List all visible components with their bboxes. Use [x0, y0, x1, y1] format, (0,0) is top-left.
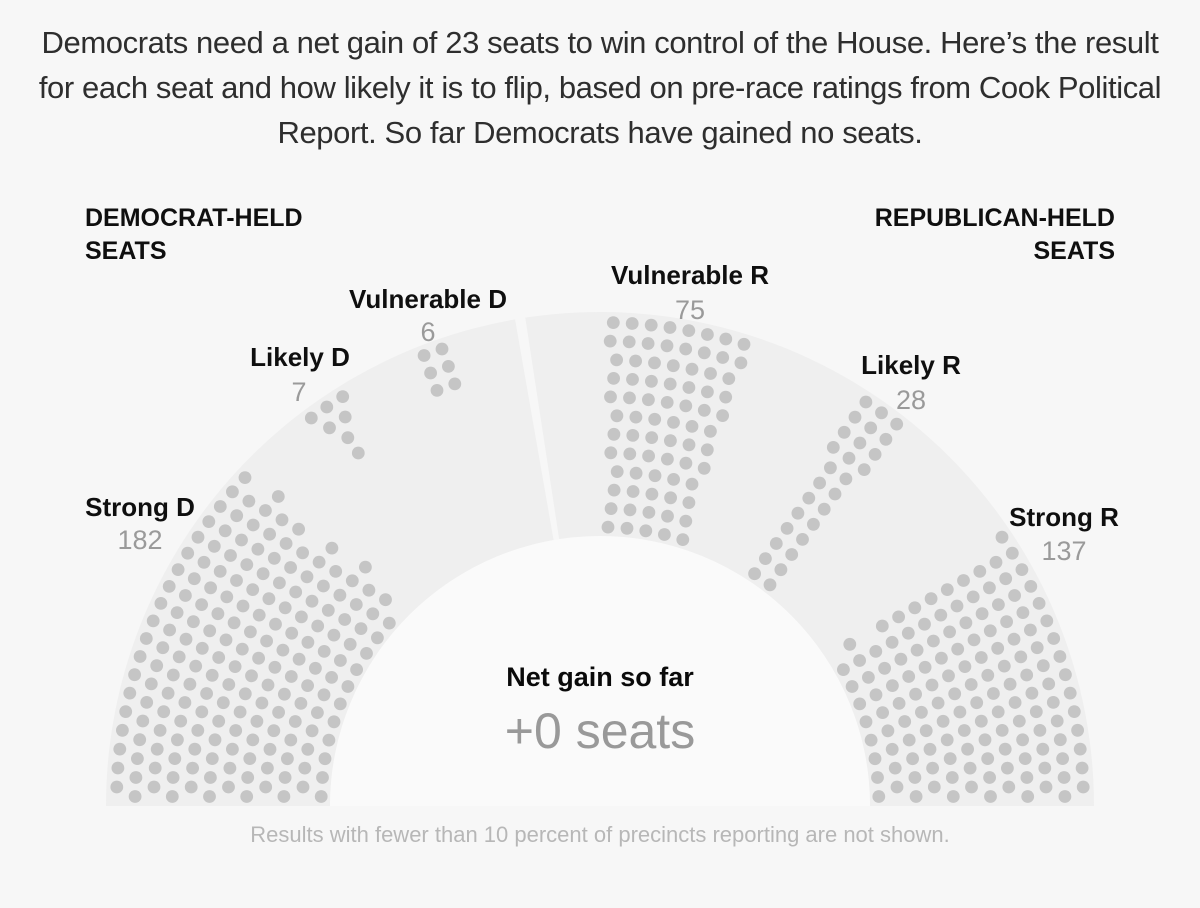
right-header: REPUBLICAN-HELD SEATS — [874, 204, 1115, 265]
net-gain-value: +0 seats — [504, 703, 696, 759]
category-label-vulnerable-r: Vulnerable R — [611, 260, 769, 290]
wedge-likely-d — [304, 390, 365, 460]
category-count-vulnerable-r: 75 — [674, 295, 706, 325]
page-title: Democrats need a net gain of 23 seats to… — [38, 25, 1162, 150]
category-label-strong-d: Strong D — [85, 492, 195, 522]
footnote: Results with fewer than 10 percent of pr… — [250, 822, 950, 847]
wedge-vulnerable-r — [601, 316, 751, 546]
category-count-vulnerable-d: 6 — [420, 317, 436, 347]
category-count-strong-d: 182 — [117, 525, 163, 555]
inner-dome — [330, 536, 870, 806]
category-label-likely-d: Likely D — [250, 342, 350, 372]
category-label-likely-r: Likely R — [861, 350, 961, 380]
category-count-likely-r: 28 — [895, 385, 927, 415]
left-header: DEMOCRAT-HELD SEATS — [85, 204, 303, 265]
category-count-likely-d: 7 — [291, 377, 307, 407]
category-label-strong-r: Strong R — [1009, 502, 1119, 532]
category-label-vulnerable-d: Vulnerable D — [349, 284, 507, 314]
net-gain-label: Net gain so far — [506, 662, 694, 692]
wedge-strong-d — [110, 471, 396, 803]
category-count-strong-r: 137 — [1041, 536, 1087, 566]
wedge-strong-r — [837, 530, 1090, 803]
wedge-vulnerable-d — [417, 342, 462, 397]
wedge-likely-r — [748, 395, 904, 592]
